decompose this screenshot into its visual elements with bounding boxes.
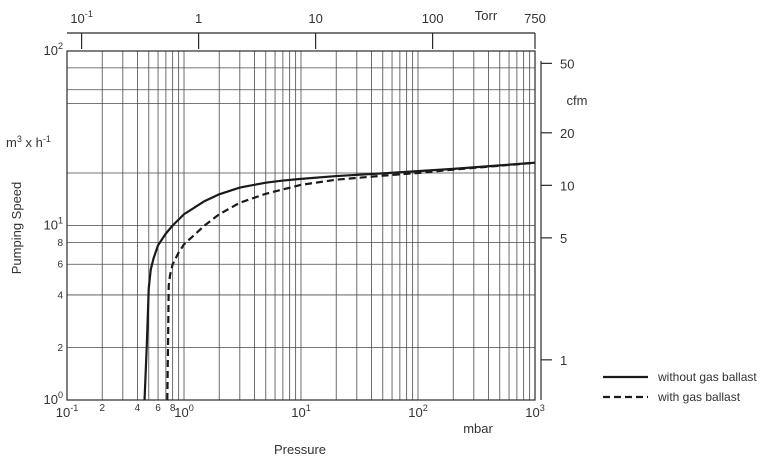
x-tick-label: 101: [291, 403, 311, 420]
legend: without gas ballast with gas ballast: [603, 370, 757, 404]
top-tick-label: 10: [308, 11, 322, 26]
top-unit-label: Torr: [475, 8, 498, 23]
grid-lines: [66, 50, 536, 401]
x-tick-label: 10-1: [56, 403, 79, 420]
y-tick-label: 8: [57, 238, 63, 249]
right-tick-label: 1: [560, 353, 567, 368]
right-tick-label: 5: [560, 231, 567, 246]
x-tick-label: 4: [135, 403, 141, 414]
right-tick-label: 10: [560, 178, 574, 193]
x-tick-label: 103: [525, 403, 545, 420]
y-tick-label: 6: [57, 260, 63, 271]
top-tick-label: 750: [524, 11, 546, 26]
y-tick-label: 4: [57, 290, 63, 301]
plot-frame: [66, 50, 536, 401]
x-unit-label: mbar: [463, 421, 493, 436]
axis-labels: Pumping Speed m3 x h-1 Pressure mbar Tor…: [6, 8, 587, 457]
legend-label-with-gas-ballast: with gas ballast: [657, 390, 741, 404]
right-unit-label: cfm: [567, 93, 588, 108]
x-tick-label: 100: [174, 403, 194, 420]
series-with-gas-ballast: [166, 161, 536, 401]
y-unit-label: m3 x h-1: [6, 134, 51, 150]
legend-label-without-gas-ballast: without gas ballast: [657, 370, 757, 384]
x-tick-label: 8: [170, 403, 176, 414]
curves: [143, 161, 536, 401]
y-tick-label: 102: [43, 41, 63, 58]
y-axis-label: Pumping Speed: [9, 182, 24, 275]
right-tick-label: 20: [560, 126, 574, 141]
top-tick-label: 10-1: [70, 9, 93, 26]
y-tick-label: 100: [43, 390, 63, 407]
top-tick-label: 100: [422, 11, 444, 26]
top-tick-label: 1: [195, 11, 202, 26]
right-tick-label: 50: [560, 56, 574, 71]
x-tick-label: 6: [155, 403, 161, 414]
series-without-gas-ballast: [143, 161, 536, 401]
x-tick-label: 102: [408, 403, 428, 420]
y-tick-label: 101: [43, 216, 63, 233]
x-tick-label: 2: [99, 403, 105, 414]
y-tick-label: 2: [57, 343, 63, 354]
x-axis-label: Pressure: [274, 442, 326, 457]
